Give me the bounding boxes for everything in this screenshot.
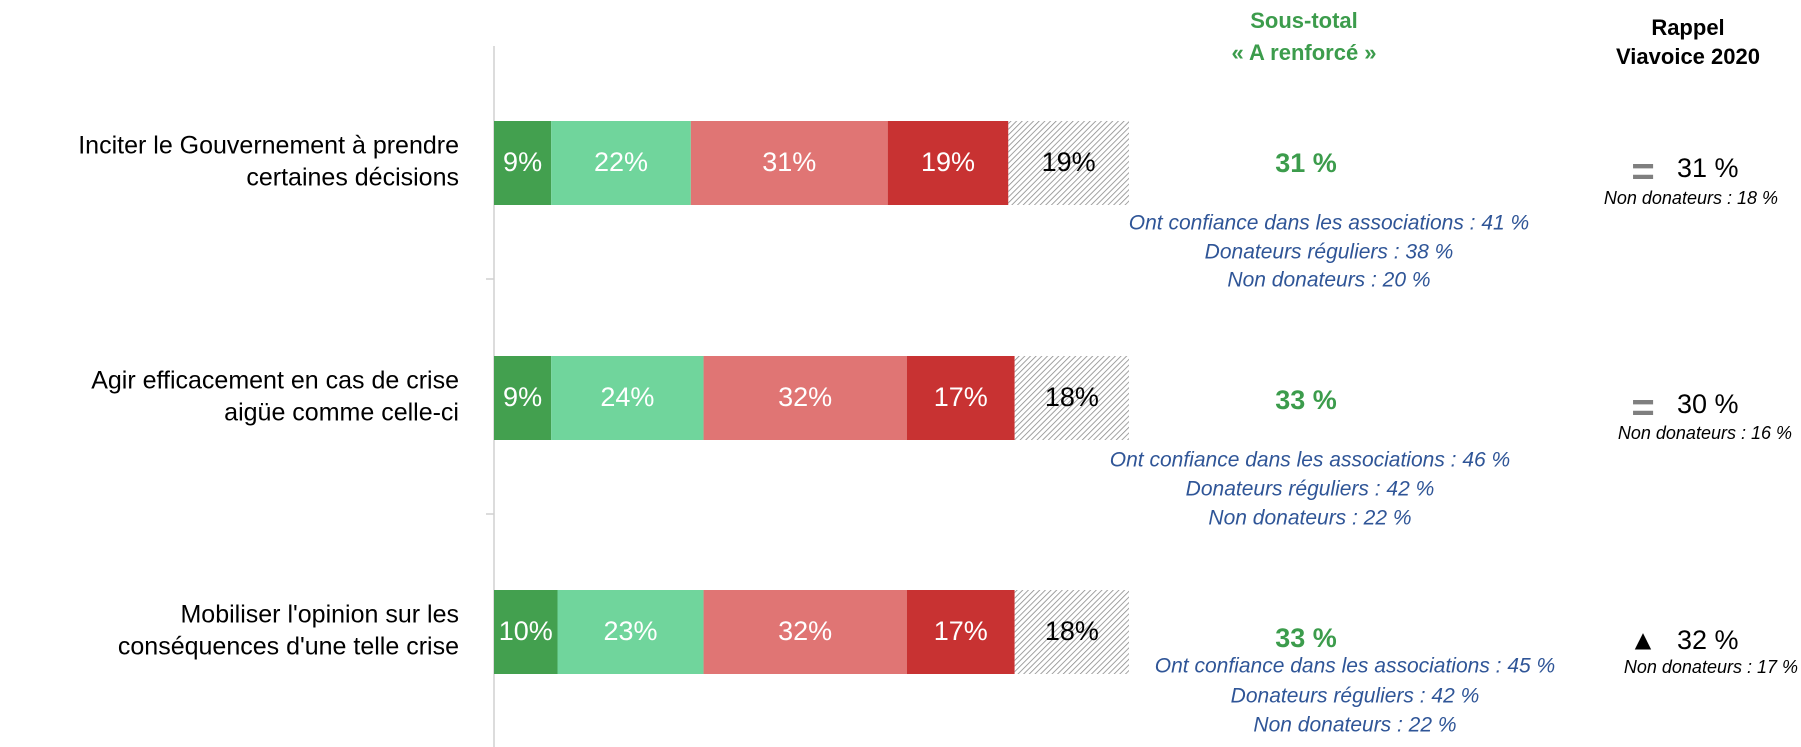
bar-segment [906, 356, 1015, 440]
value-label: 32% [778, 616, 832, 646]
bar-segment [690, 121, 888, 205]
rappel-note: Non donateurs : 16 % [1618, 423, 1792, 443]
subtotal-note: Donateurs réguliers : 42 % [1186, 478, 1435, 501]
bar-segment [906, 590, 1015, 674]
trend-symbol: = [1631, 386, 1654, 430]
rappel-note: Non donateurs : 18 % [1604, 188, 1778, 208]
category-label: Agir efficacement en cas de crise [91, 367, 459, 395]
subtotal-value: 31 % [1275, 148, 1337, 178]
value-label: 19% [1042, 147, 1096, 177]
subtotal-header: Sous-total [1250, 8, 1358, 33]
subtotal-value: 33 % [1275, 385, 1337, 415]
value-label: 17% [934, 616, 988, 646]
category-label: conséquences d'une telle crise [118, 633, 459, 661]
bar-segment [494, 590, 558, 674]
subtotal-note: Ont confiance dans les associations : 41… [1129, 212, 1529, 235]
value-label: 31% [762, 147, 816, 177]
subtotal-note: Ont confiance dans les associations : 46… [1110, 449, 1510, 472]
value-label: 18% [1045, 382, 1099, 412]
value-label: 24% [600, 382, 654, 412]
rappel-value: 30 % [1677, 389, 1739, 419]
bar-segment [1014, 356, 1129, 440]
category-label: aigüe comme celle-ci [224, 399, 459, 427]
value-label: 23% [604, 616, 658, 646]
category-label: certaines décisions [246, 164, 459, 192]
trend-symbol: ▲ [1629, 624, 1657, 655]
subtotal-note: Ont confiance dans les associations : 45… [1155, 655, 1555, 678]
value-label: 19% [921, 147, 975, 177]
subtotal-note: Donateurs réguliers : 38 % [1205, 241, 1454, 264]
bar-segment [703, 356, 907, 440]
rappel-value: 31 % [1677, 153, 1739, 183]
value-label: 17% [934, 382, 988, 412]
bar-segment [551, 121, 691, 205]
bar-segment [494, 356, 552, 440]
subtotal-note: Non donateurs : 20 % [1227, 269, 1430, 292]
trend-symbol: = [1631, 150, 1654, 194]
value-label: 32% [778, 382, 832, 412]
rappel-note: Non donateurs : 17 % [1624, 657, 1798, 677]
value-label: 22% [594, 147, 648, 177]
value-label: 9% [503, 147, 542, 177]
bar-segment [703, 590, 907, 674]
rappel-header: Viavoice 2020 [1616, 44, 1760, 69]
subtotal-value: 33 % [1275, 623, 1337, 653]
bar-segment [494, 121, 552, 205]
subtotal-note: Non donateurs : 22 % [1253, 714, 1456, 737]
category-label: Mobiliser l'opinion sur les [180, 601, 459, 629]
bar-segment [557, 590, 704, 674]
value-label: 18% [1045, 616, 1099, 646]
rappel-header: Rappel [1651, 15, 1724, 40]
bar-segment [1008, 121, 1129, 205]
bar-segment [887, 121, 1009, 205]
category-label: Inciter le Gouvernement à prendre [78, 132, 459, 160]
bar-segment [1014, 590, 1129, 674]
rappel-value: 32 % [1677, 625, 1739, 655]
subtotal-header: « A renforcé » [1231, 40, 1376, 65]
value-label: 9% [503, 382, 542, 412]
bar-segment [551, 356, 704, 440]
subtotal-note: Donateurs réguliers : 42 % [1231, 685, 1480, 708]
value-label: 10% [499, 616, 553, 646]
subtotal-note: Non donateurs : 22 % [1208, 507, 1411, 530]
